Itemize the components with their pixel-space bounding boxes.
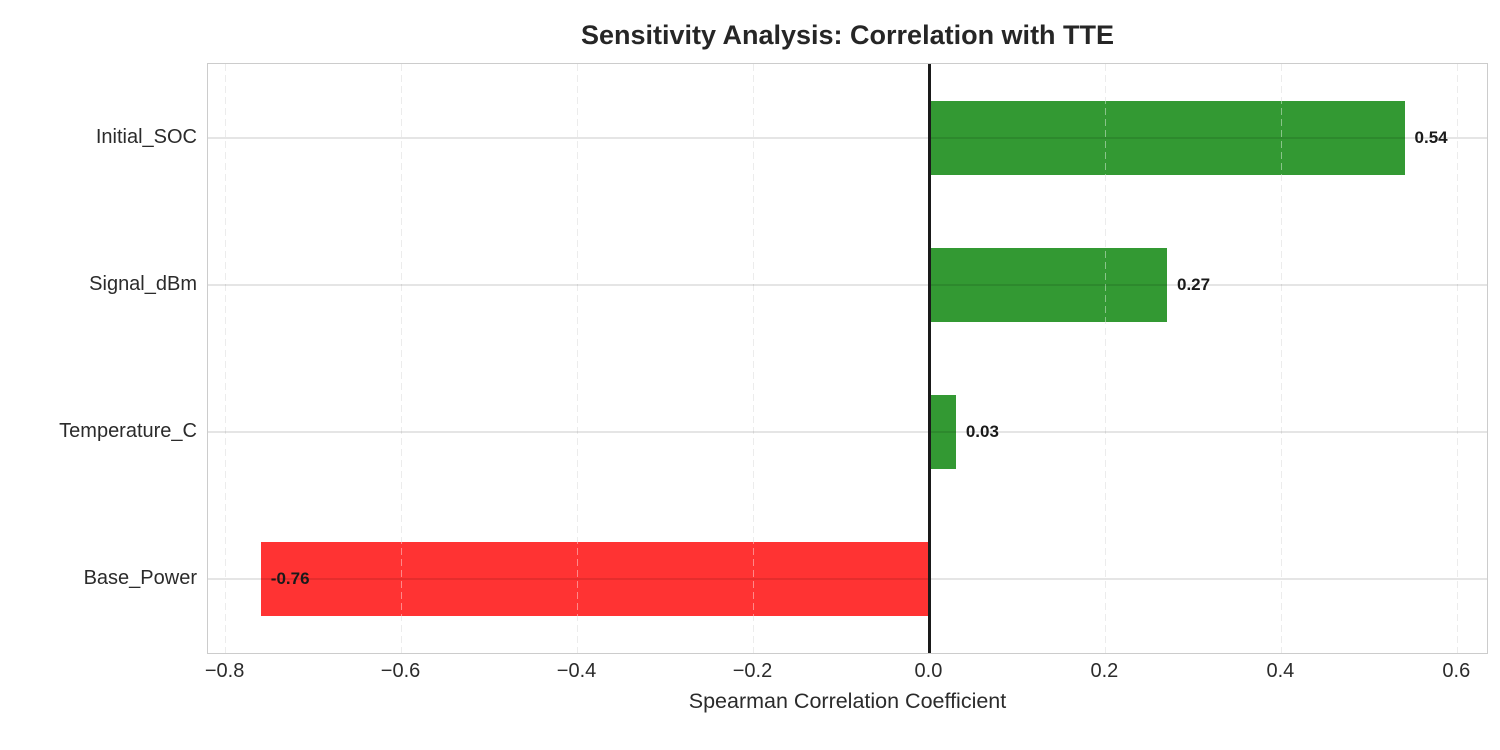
bar-value-label: -0.76 (270, 569, 310, 588)
plot-area: 0.54 0.27 0.03 -0.76 (207, 63, 1488, 654)
bar-value-label: 0.03 (965, 422, 999, 441)
gridline-y (208, 284, 1487, 286)
gridline-x (752, 64, 755, 653)
x-tick-label: −0.4 (556, 660, 597, 682)
gridline-x (400, 64, 403, 653)
x-tick-label: 0.0 (914, 660, 943, 682)
gridline-x (224, 64, 227, 653)
gridline-x (1280, 64, 1283, 653)
gridline-x-overlay (1104, 64, 1107, 653)
bar-initial_soc (929, 101, 1405, 175)
bar-signal_dbm (929, 248, 1167, 322)
chart-title: Sensitivity Analysis: Correlation with T… (580, 20, 1115, 50)
gridline-x-overlay (1280, 64, 1283, 653)
x-tick-label: 0.2 (1090, 660, 1119, 682)
bar-temperature_c (929, 395, 956, 469)
y-tick-label: Initial_SOC (95, 126, 197, 148)
y-tick-label: Temperature_C (59, 420, 197, 442)
x-tick-label: −0.2 (732, 660, 773, 682)
bar-base_power (260, 542, 930, 616)
gridline-y (208, 578, 1487, 580)
gridline-y (208, 137, 1487, 139)
x-tick-label: −0.6 (380, 660, 421, 682)
gridline-x (576, 64, 579, 653)
gridline-y (208, 431, 1487, 433)
x-tick-label: 0.6 (1442, 660, 1471, 682)
gridline-x-overlay (224, 64, 227, 653)
zero-line (928, 64, 931, 653)
gridline-x (1456, 64, 1459, 653)
x-axis-label: Spearman Correlation Coefficient (688, 689, 1007, 713)
bar-value-label: 0.54 (1414, 128, 1448, 147)
y-tick-label: Base_Power (83, 567, 197, 589)
gridline-x-overlay (576, 64, 579, 653)
gridline-x-overlay (752, 64, 755, 653)
x-tick-label: 0.4 (1266, 660, 1295, 682)
x-tick-label: −0.8 (204, 660, 245, 682)
gridline-x-overlay (1456, 64, 1459, 653)
gridline-x-overlay (400, 64, 403, 653)
gridline-x (1104, 64, 1107, 653)
y-tick-label: Signal_dBm (89, 273, 197, 295)
bar-value-label: 0.27 (1176, 275, 1211, 294)
